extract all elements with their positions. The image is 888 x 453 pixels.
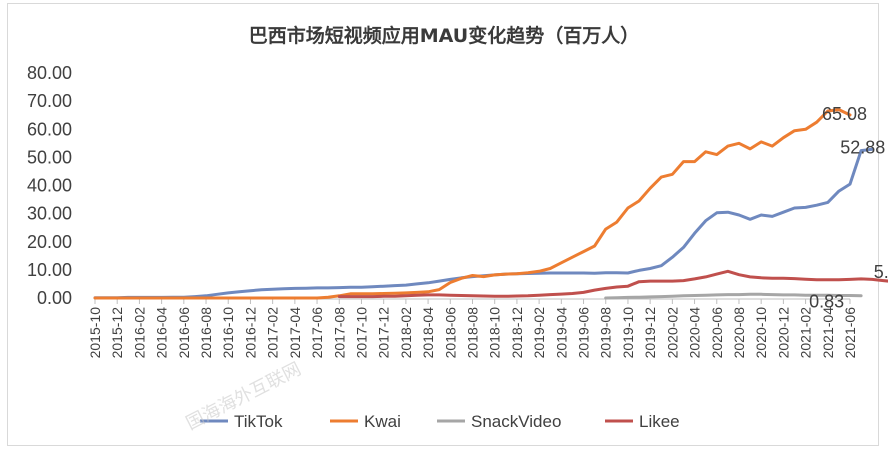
legend-item-kwai: Kwai <box>330 412 401 431</box>
x-tick-label: 2020-12 <box>775 307 791 359</box>
series-line-snackvideo <box>604 292 863 300</box>
x-tick-label: 2017-06 <box>309 307 325 359</box>
legend-label: Likee <box>639 412 680 431</box>
x-tick-label: 2019-04 <box>553 307 569 359</box>
y-tick-label: 60.00 <box>27 119 72 139</box>
end-label-likee: 5.32 <box>874 262 888 282</box>
series-line-likee <box>337 269 888 299</box>
x-tick-label: 2018-04 <box>420 307 436 359</box>
end-label-kwai: 65.08 <box>822 104 867 124</box>
x-tick-label: 2017-10 <box>353 307 369 359</box>
x-tick-label: 2018-08 <box>465 307 481 359</box>
y-tick-label: 30.00 <box>27 204 72 224</box>
data-labels: 65.08 52.88 5.32 0.83 <box>809 104 888 312</box>
x-tick-label: 2017-08 <box>331 307 347 359</box>
y-tick-label: 0.00 <box>37 288 72 308</box>
chart-frame <box>7 3 879 446</box>
chart-title: 巴西市场短视频应用MAU变化趋势（百万人） <box>248 25 640 47</box>
x-tick-label: 2021-04 <box>820 307 836 359</box>
x-tick-label: 2015-12 <box>109 307 125 359</box>
x-tick-label: 2019-06 <box>576 307 592 359</box>
x-tick-label: 2017-02 <box>265 307 281 359</box>
y-tick-label: 80.00 <box>27 63 72 83</box>
x-tick-label: 2021-02 <box>798 307 814 359</box>
x-tick-label: 2015-10 <box>87 307 103 359</box>
y-axis-ticks: 0.00 10.00 20.00 30.00 40.00 50.00 60.00 70.00 8… <box>27 63 72 308</box>
x-tick-label: 2016-04 <box>154 307 170 359</box>
legend-label: Kwai <box>364 412 401 431</box>
x-tick-label: 2017-12 <box>376 307 392 359</box>
y-tick-label: 70.00 <box>27 91 72 111</box>
x-tick-label: 2019-08 <box>598 307 614 359</box>
x-tick-label: 2016-02 <box>131 307 147 359</box>
y-tick-label: 50.00 <box>27 147 72 167</box>
series-lines <box>93 108 888 300</box>
legend-item-snackvideo: SnackVideo <box>437 412 561 431</box>
x-tick-label: 2020-04 <box>687 307 703 359</box>
x-tick-label: 2020-08 <box>731 307 747 359</box>
x-tick-label: 2019-02 <box>531 307 547 359</box>
legend-label: SnackVideo <box>471 412 561 431</box>
x-tick-label: 2020-10 <box>753 307 769 359</box>
y-tick-label: 40.00 <box>27 176 72 196</box>
series-line-kwai <box>93 108 852 300</box>
x-tick-label: 2016-06 <box>176 307 192 359</box>
x-tick-label: 2017-04 <box>287 307 303 359</box>
end-label-snackvideo: 0.83 <box>809 292 844 312</box>
x-tick-label: 2016-12 <box>242 307 258 359</box>
x-tick-label: 2016-10 <box>220 307 236 359</box>
x-tick-label: 2016-08 <box>198 307 214 359</box>
x-tick-label: 2018-10 <box>487 307 503 359</box>
x-tick-label: 2018-06 <box>442 307 458 359</box>
x-tick-label: 2020-02 <box>664 307 680 359</box>
legend: TikTok Kwai SnackVideo Likee <box>200 412 680 431</box>
x-tick-label: 2018-12 <box>509 307 525 359</box>
x-tick-label: 2019-10 <box>620 307 636 359</box>
x-tick-label: 2018-02 <box>398 307 414 359</box>
legend-item-tiktok: TikTok <box>200 412 283 431</box>
x-axis: 2015-10 2015-12 2016-02 2016-04 2016-06 2016-… <box>87 298 858 359</box>
y-tick-label: 10.00 <box>27 260 72 280</box>
legend-item-likee: Likee <box>605 412 680 431</box>
x-tick-label: 2020-06 <box>709 307 725 359</box>
x-tick-label: 2021-06 <box>842 307 858 359</box>
x-tick-label: 2019-12 <box>642 307 658 359</box>
legend-label: TikTok <box>234 412 283 431</box>
y-tick-label: 20.00 <box>27 232 72 252</box>
end-label-tiktok: 52.88 <box>840 137 885 157</box>
